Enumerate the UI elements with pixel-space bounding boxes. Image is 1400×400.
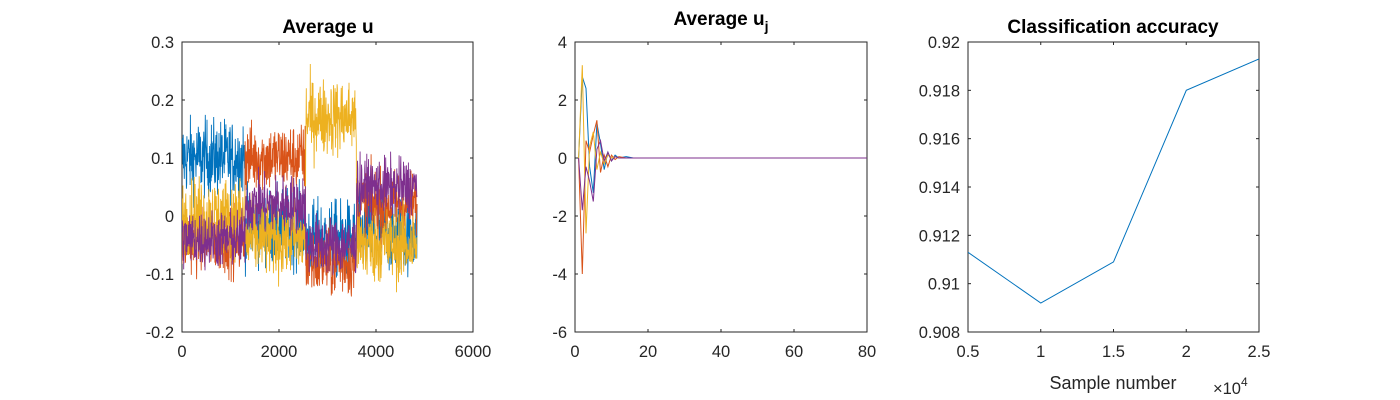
y-tick-label: 0.916 — [919, 131, 960, 149]
x-tick-label: 1 — [1036, 343, 1045, 361]
y-tick-label: 0.908 — [919, 324, 960, 342]
y-tick-label: -0.2 — [146, 324, 174, 342]
y-tick-label: -0.1 — [146, 266, 174, 284]
x-axis-exponent: ×104 — [1213, 375, 1248, 398]
chart-classification-accuracy: Classification accuracy Sample number ×1… — [919, 17, 1271, 398]
y-tick-label: -4 — [552, 266, 567, 284]
x-tick-label: 60 — [785, 343, 803, 361]
y-tick-label: 0.914 — [919, 179, 960, 197]
y-tick-label: -6 — [552, 324, 567, 342]
chart-average-uj: Average uj 0 20 40 60 80 -6 -4 -2 0 2 4 — [552, 9, 876, 361]
y-tick-label: 0 — [165, 208, 174, 226]
x-tick-label: 20 — [639, 343, 657, 361]
series-line-4 — [182, 151, 418, 276]
y-tick-label: 0.2 — [151, 92, 174, 110]
x-axis-label: Sample number — [1049, 373, 1176, 393]
y-tick-label: 2 — [558, 92, 567, 110]
chart-title-main: Average u — [673, 9, 764, 30]
x-tick-label: 2 — [1182, 343, 1191, 361]
y-tick-label: 0.918 — [919, 82, 960, 100]
x-tick-label: 2000 — [261, 343, 298, 361]
x-tick-label: 80 — [858, 343, 876, 361]
y-tick-label: 0.912 — [919, 227, 960, 245]
x-tick-label: 6000 — [455, 343, 492, 361]
x-tick-label: 0 — [570, 343, 579, 361]
y-tick-label: 0.92 — [928, 34, 960, 52]
chart-title-subscript: j — [764, 18, 769, 34]
y-tick-label: 4 — [558, 34, 567, 52]
plot-frame — [967, 41, 1260, 333]
series-line-2 — [182, 119, 418, 297]
x-tick-label: 0.5 — [957, 343, 980, 361]
x-axis-exponent-base: ×10 — [1213, 380, 1241, 398]
chart-average-u: Average u 0 2000 4000 6000 -0.2 -0.1 0 0.1 0.2 0.… — [146, 17, 492, 361]
y-tick-label: -2 — [552, 208, 567, 226]
chart-title: Average uj — [673, 9, 768, 34]
y-tick-label: 0.91 — [928, 276, 960, 294]
y-tick-label: 0.1 — [151, 150, 174, 168]
x-tick-label: 1.5 — [1102, 343, 1125, 361]
x-axis-exponent-power: 4 — [1241, 375, 1248, 389]
x-tick-label: 4000 — [358, 343, 395, 361]
x-tick-label: 2.5 — [1248, 343, 1271, 361]
x-tick-label: 40 — [712, 343, 730, 361]
accuracy-line — [968, 58, 1259, 304]
y-tick-label: 0 — [558, 150, 567, 168]
x-tick-label: 0 — [177, 343, 186, 361]
y-tick-label: 0.3 — [151, 34, 174, 52]
chart-title: Classification accuracy — [1007, 17, 1219, 38]
plot-frame — [574, 41, 868, 333]
chart-title: Average u — [282, 17, 373, 38]
series-line-4 — [578, 138, 867, 211]
